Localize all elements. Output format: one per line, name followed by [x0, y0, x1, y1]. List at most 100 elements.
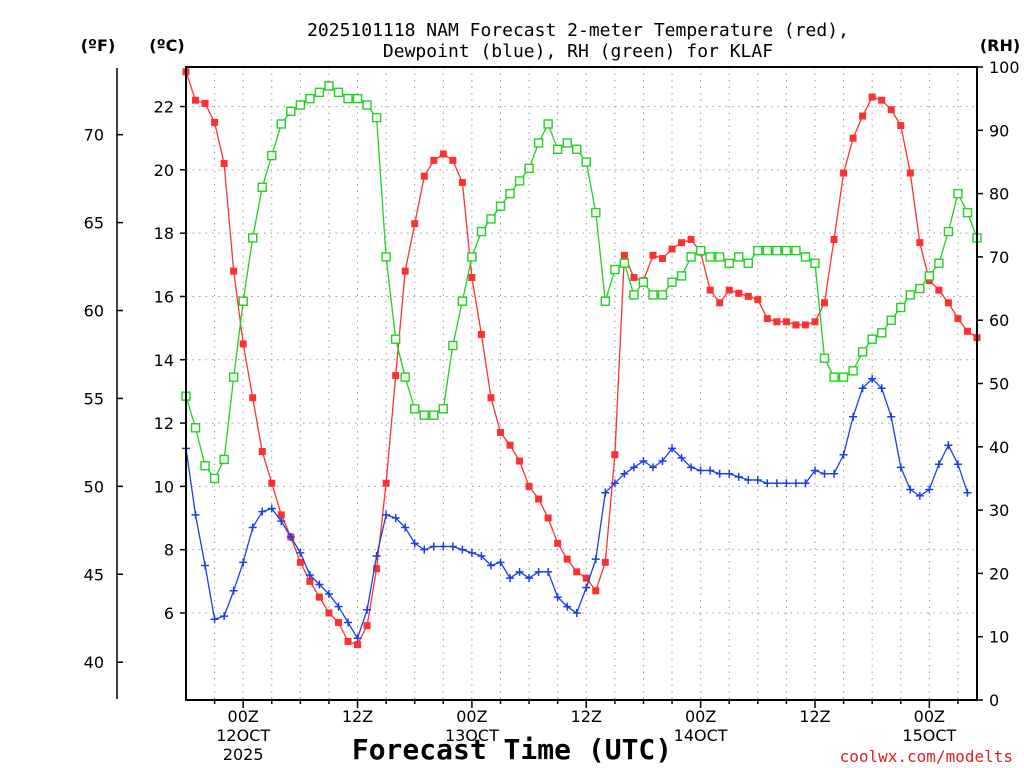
- c-tick-label: 8: [164, 541, 174, 560]
- temperature-point: [830, 235, 838, 243]
- temperature-point: [592, 587, 600, 595]
- temperature-point: [573, 568, 581, 576]
- dewpoint-point: [934, 460, 943, 469]
- rh-point: [333, 87, 344, 98]
- rh-point: [305, 93, 315, 104]
- dewpoint-point: [610, 479, 619, 488]
- rh-point: [772, 245, 782, 256]
- x-tick-label: 12Z: [571, 707, 602, 726]
- temperature-point: [906, 169, 914, 177]
- temperature-point: [334, 618, 342, 626]
- dewpoint-point: [839, 450, 848, 459]
- dewpoint-point: [772, 479, 781, 488]
- temperature-point: [706, 286, 714, 294]
- dewpoint-point: [896, 463, 905, 472]
- temperature-point: [315, 593, 323, 601]
- c-tick-label: 12: [154, 414, 174, 433]
- rh-point: [514, 176, 525, 186]
- x-tick-label: 2025: [223, 745, 264, 764]
- dewpoint-point: [715, 469, 724, 478]
- rh-point: [915, 283, 925, 294]
- rh-point: [400, 372, 410, 382]
- rh-point: [505, 188, 515, 199]
- dewpoint-point: [286, 533, 295, 542]
- rh-point: [572, 144, 582, 154]
- dewpoint-point: [830, 469, 839, 478]
- temperature-point: [878, 96, 886, 104]
- temperature-point: [601, 558, 609, 566]
- rh-point: [667, 277, 677, 287]
- temperature-point: [516, 457, 524, 465]
- temperature-point: [687, 235, 695, 243]
- dewpoint-point: [620, 469, 629, 478]
- rh-point: [219, 454, 229, 465]
- dewpoint-point: [296, 548, 305, 557]
- temperature-point: [220, 160, 228, 168]
- chart-title-line2: Dewpoint (blue), RH (green) for KLAF: [383, 41, 773, 62]
- c-tick-label: 20: [154, 161, 174, 180]
- rh-point: [562, 138, 572, 148]
- rh-point: [390, 334, 401, 344]
- rh-point: [257, 182, 267, 192]
- temperature-point: [935, 286, 943, 294]
- rh-tick-label: 40: [989, 438, 1009, 457]
- temperature-point: [373, 565, 381, 573]
- f-tick-label: 45: [84, 565, 104, 584]
- temperature-point: [382, 479, 390, 487]
- dewpoint-point: [658, 457, 667, 466]
- rh-point: [200, 461, 210, 471]
- rh-point: [486, 214, 496, 224]
- x-tick-label: 13OCT: [445, 726, 499, 745]
- temperature-point: [430, 156, 438, 164]
- temperature-point: [954, 315, 962, 323]
- rh-point: [848, 366, 858, 376]
- c-tick-label: 6: [164, 604, 174, 623]
- temperature-point: [763, 315, 771, 323]
- series-layer: [181, 68, 982, 649]
- c-tick-label: 18: [154, 224, 174, 243]
- temperature-point: [439, 150, 447, 158]
- rh-point: [543, 119, 553, 129]
- temperature-point: [582, 574, 590, 582]
- f-tick-label: 60: [84, 302, 104, 321]
- temperature-point: [535, 495, 543, 503]
- rh-point: [190, 423, 201, 433]
- rh-point: [676, 271, 687, 281]
- rh-point: [810, 258, 820, 268]
- rh-point: [934, 258, 944, 268]
- temperature-point: [268, 479, 276, 487]
- rh-point: [209, 473, 220, 484]
- temperature-point: [821, 299, 829, 307]
- temperature-point: [306, 577, 314, 585]
- dewpoint-point: [410, 539, 419, 548]
- rh-point: [581, 157, 591, 167]
- rh-point: [695, 245, 706, 256]
- temperature-point: [925, 277, 933, 285]
- rh-point: [734, 252, 744, 262]
- dewpoint-point: [601, 488, 610, 497]
- rh-point: [248, 233, 258, 243]
- dewpoint-point: [906, 485, 915, 494]
- dewpoint-point: [963, 488, 972, 497]
- dewpoint-point: [925, 485, 934, 494]
- rh-point: [819, 353, 830, 363]
- rh-point: [267, 150, 277, 161]
- rh-point: [896, 302, 906, 313]
- x-tick-label: 15OCT: [902, 726, 956, 745]
- f-tick-label: 40: [84, 653, 104, 672]
- rh-point: [381, 252, 391, 262]
- dewpoint-point: [868, 374, 877, 383]
- unit-rh-label: (RH): [980, 36, 1020, 55]
- rh-point: [295, 100, 306, 110]
- dewpoint-point: [344, 618, 353, 627]
- dewpoint-point: [687, 463, 696, 472]
- temperature-point: [963, 327, 971, 335]
- temperature-point: [887, 106, 895, 114]
- rh-tick-label: 100: [989, 58, 1020, 77]
- temperature-point: [668, 245, 676, 253]
- rh-tick-label: 90: [989, 121, 1009, 140]
- temperature-point: [801, 321, 809, 329]
- dewpoint-point: [391, 514, 400, 523]
